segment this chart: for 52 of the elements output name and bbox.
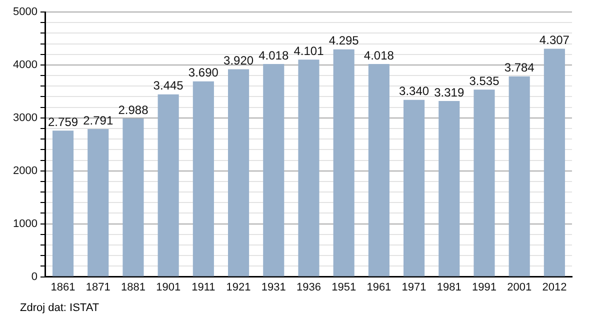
data-label: 3.535 [469,74,500,88]
bar [158,94,179,276]
data-label: 4.018 [364,48,394,62]
data-label: 2.791 [83,113,114,128]
x-tick-label: 1981 [436,281,462,294]
x-tick-label: 1991 [472,281,496,294]
x-tick-label: 1931 [261,281,286,294]
x-tick-label: 1921 [226,281,251,294]
bar [368,64,390,276]
data-label: 2.988 [118,102,149,117]
bar [333,49,354,276]
data-label: 4.295 [328,34,360,48]
x-tick-label: 1951 [332,281,356,294]
x-tick-label: 1881 [120,281,146,294]
x-tick-label: 1961 [366,281,392,294]
bar [508,76,530,276]
y-tick-label: 1000 [12,218,38,230]
bar [88,128,109,276]
data-label: 4.101 [294,44,324,58]
y-tick-label: 3000 [12,112,38,124]
bar [544,48,565,276]
bar [438,101,460,276]
y-tick-label: 0 [31,270,38,283]
bar [298,60,320,276]
data-label: 2.759 [48,114,78,129]
x-tick-label: 1871 [86,281,110,294]
bar [404,100,425,276]
y-tick-label: 5000 [12,6,38,18]
y-tick-label: 4000 [12,58,38,71]
bar [228,69,250,276]
data-label: 3.340 [399,84,430,98]
x-tick-label: 1901 [156,281,181,294]
data-label: 3.784 [504,60,535,75]
data-label: 3.920 [224,54,254,68]
bar [474,90,495,276]
data-label: 4.307 [539,33,570,48]
bar [192,81,214,276]
bar [52,130,74,276]
x-tick-label: 2001 [507,281,532,294]
x-tick-label: 1936 [296,281,321,294]
data-label: 3.690 [188,66,219,80]
x-tick-label: 2012 [542,281,567,294]
text: Zdroj dat: ISTAT [20,302,100,314]
bar [263,64,284,276]
y-tick-label: 2000 [12,164,38,177]
data-label: 4.018 [258,48,289,62]
x-tick-label: 1971 [402,281,426,294]
bar [122,118,144,276]
x-tick-label: 1911 [192,281,216,294]
x-tick-label: 1861 [50,281,76,294]
data-label: 3.319 [434,85,464,100]
data-label: 3.445 [153,78,184,93]
